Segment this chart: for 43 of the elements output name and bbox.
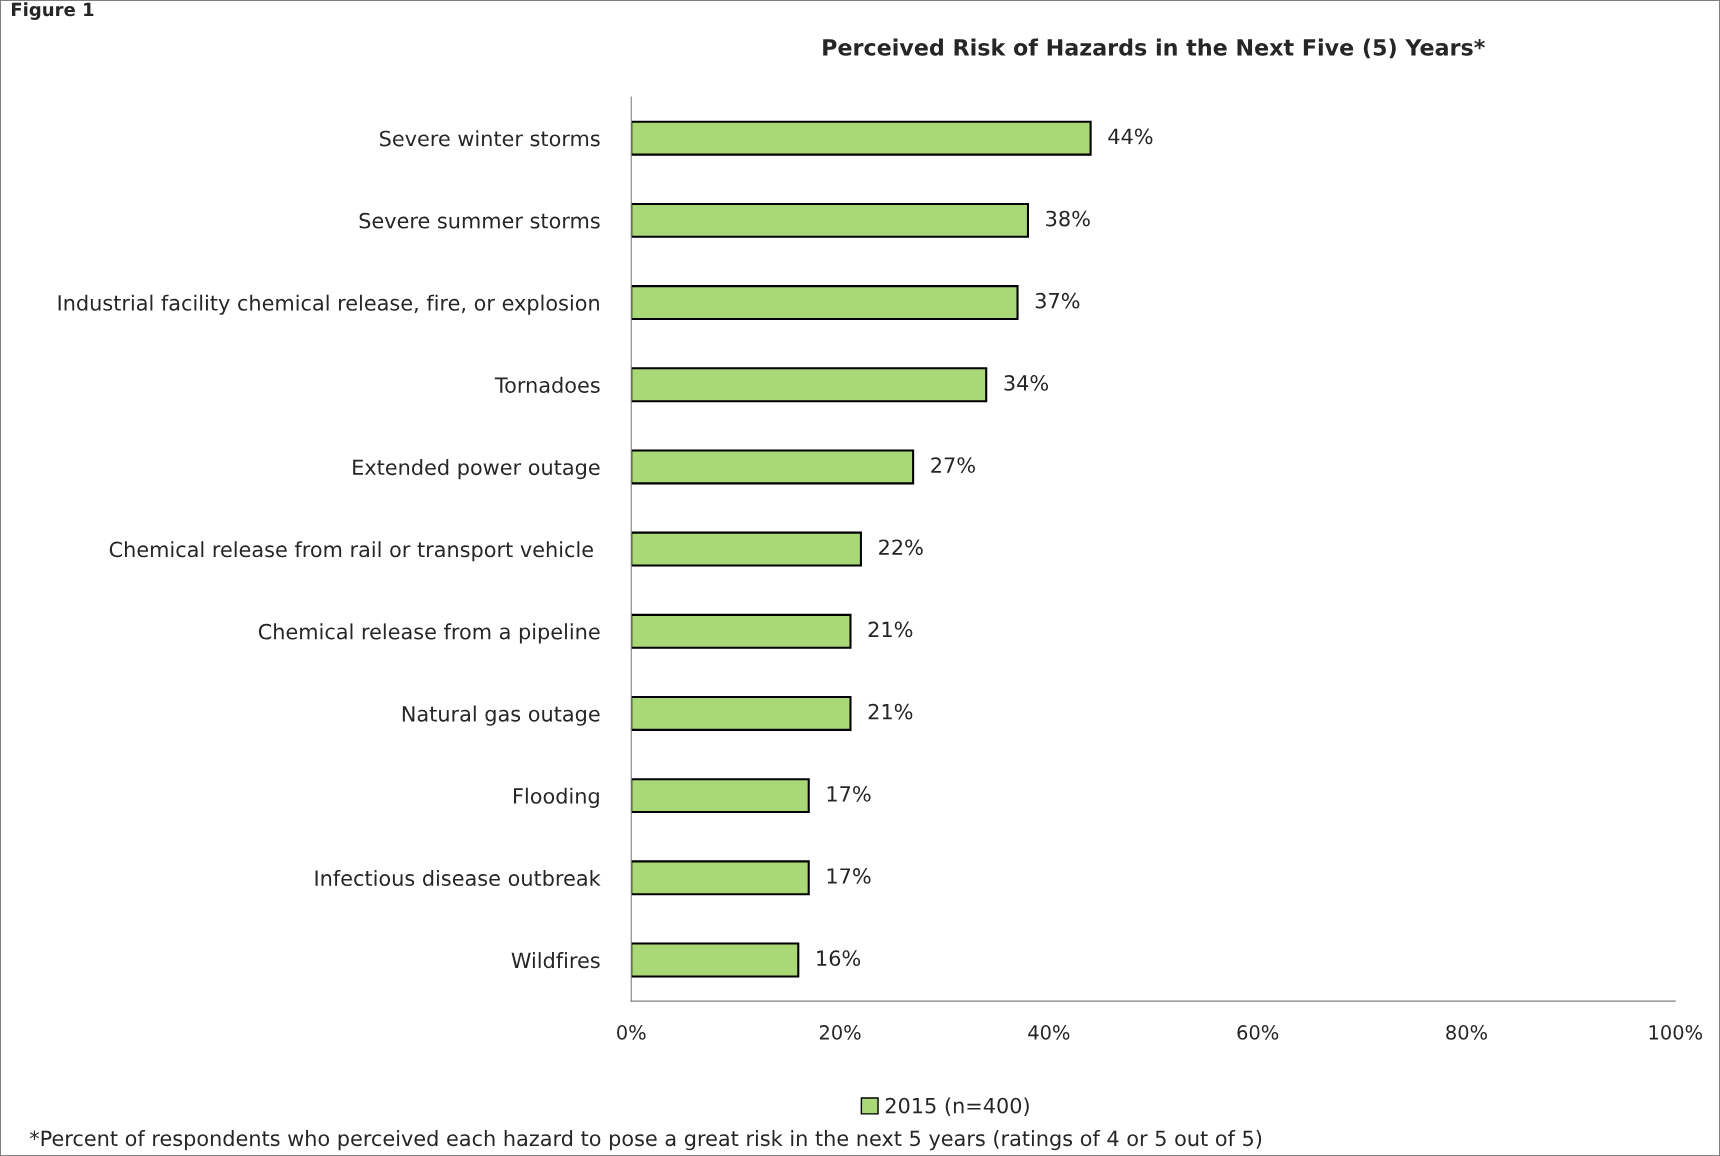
caption: Figure 1 <box>11 2 94 20</box>
data-label: 21% <box>868 621 913 638</box>
bar <box>631 778 810 814</box>
data-label: 22% <box>879 539 923 556</box>
bar <box>631 449 915 485</box>
y-tick-label: Industrial facility chemical release, fire, or explosion <box>58 294 599 315</box>
text: *Percent of respondents who perceived each hazard to pose a great risk in the next 5 years (ratings of 4 or 5 out of 5) <box>29 1130 1262 1151</box>
legend-label: 2015 (n=400) <box>885 1097 1029 1116</box>
y-tick-label: Natural gas outage <box>402 705 600 726</box>
chart-title: Perceived Risk of Hazards in the Next Five (5) Years* <box>823 38 1485 59</box>
data-label: 37% <box>1035 292 1080 309</box>
y-tick-label: Severe summer storms <box>359 212 600 229</box>
y-tick-label: Chemical release from a pipeline <box>258 623 600 644</box>
y-tick-label: Severe winter storms <box>380 130 600 147</box>
data-label: 44% <box>1108 128 1153 145</box>
data-label: 34% <box>1004 375 1049 391</box>
bar <box>631 202 1030 238</box>
x-tick-label: 100% <box>1649 1025 1702 1040</box>
x-tick-label: 40% <box>1028 1025 1070 1040</box>
data-label: 38% <box>1046 210 1090 227</box>
data-label: 17% <box>827 868 871 884</box>
data-label: 16% <box>817 950 861 967</box>
x-tick-label: 60% <box>1237 1025 1279 1040</box>
bar <box>631 285 1019 321</box>
y-tick-label: Tornadoes <box>494 376 600 393</box>
bar <box>631 942 800 978</box>
data-label: 27% <box>931 457 975 473</box>
data-label: 17% <box>827 785 871 802</box>
bar <box>631 367 988 403</box>
bar <box>631 531 862 567</box>
bar <box>631 860 810 896</box>
x-tick-label: 80% <box>1446 1025 1488 1040</box>
x-tick-label: 20% <box>819 1025 861 1040</box>
y-tick-label: Wildfires <box>511 952 600 969</box>
bar <box>631 695 852 731</box>
bar <box>631 120 1092 156</box>
y-tick-label: Infectious disease outbreak <box>315 869 601 887</box>
bar <box>631 613 852 649</box>
y-tick-label: Extended power outage <box>353 459 600 480</box>
x-tick-label: 0% <box>617 1025 646 1040</box>
y-tick-label: Chemical release from rail or transport vehicle <box>109 541 593 562</box>
data-label: 21% <box>868 703 913 720</box>
y-tick-label: Flooding <box>514 787 599 808</box>
